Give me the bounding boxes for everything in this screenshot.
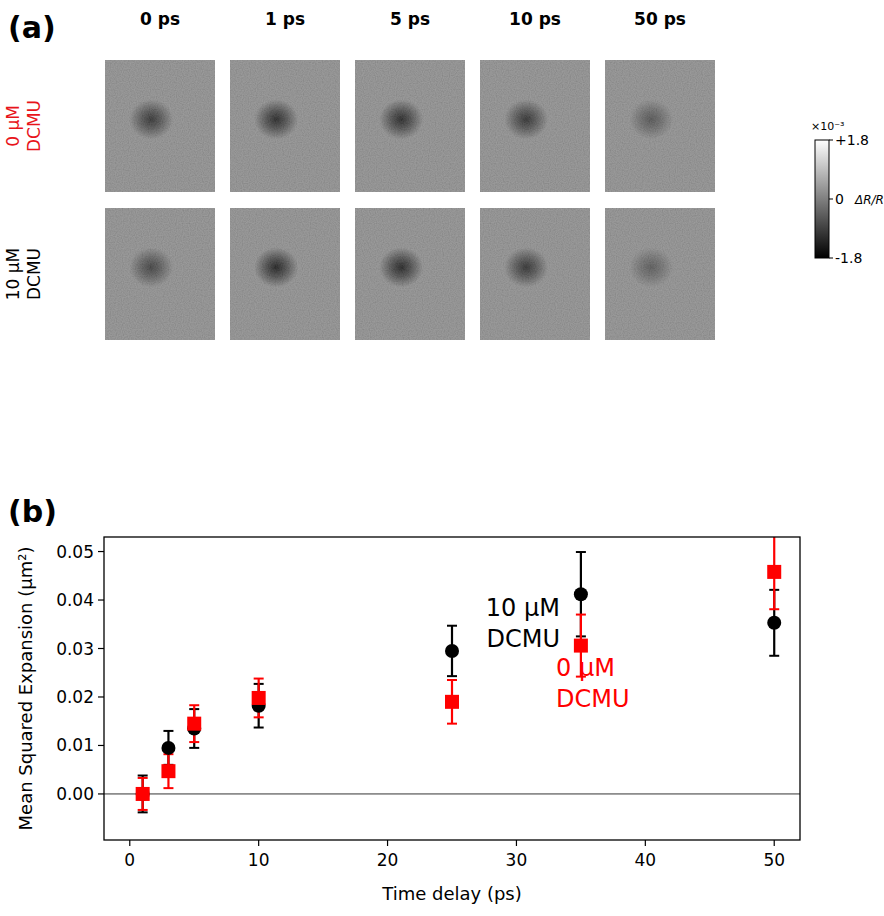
- y-tick: [98, 648, 104, 649]
- image-background: [480, 60, 590, 192]
- image-background: [605, 208, 715, 340]
- x-tick: [258, 840, 259, 846]
- y-tick: [98, 793, 104, 794]
- image-noise: [230, 60, 340, 192]
- colorbar-tick: [829, 199, 833, 200]
- image-noise: [355, 208, 465, 340]
- image-noise: [480, 60, 590, 192]
- y-tick-label: 0.00: [56, 784, 94, 804]
- point: [767, 616, 781, 630]
- image-background: [105, 60, 215, 192]
- point: [767, 565, 781, 579]
- x-tick-label: 40: [635, 850, 657, 870]
- image-noise: [105, 60, 215, 192]
- x-tick: [774, 840, 775, 846]
- x-tick-label: 10: [248, 850, 270, 870]
- series-label: 10 μMDCMU: [486, 594, 560, 653]
- x-tick: [645, 840, 646, 846]
- point: [445, 695, 459, 709]
- colorbar-tick-label: -1.8: [835, 250, 862, 266]
- row-label: 10 μMDCMU: [3, 248, 44, 301]
- y-tick-label: 0.01: [56, 735, 94, 755]
- point: [574, 639, 588, 653]
- y-axis-title: Mean Squared Expansion (μm²): [15, 547, 36, 831]
- x-tick-label: 0: [124, 850, 135, 870]
- image-background: [480, 208, 590, 340]
- image-background: [605, 60, 715, 192]
- colorbar-label: ΔR/R: [854, 193, 884, 207]
- point: [136, 787, 150, 801]
- x-axis-title: Time delay (ps): [381, 883, 522, 904]
- y-tick-label: 0.04: [56, 590, 94, 610]
- colorbar-tick-label: 0: [835, 191, 844, 207]
- figure: (a)0 ps1 ps5 ps10 ps50 ps0 μMDCMU10 μMDC…: [0, 0, 884, 916]
- series-label: 0 μMDCMU: [556, 654, 630, 713]
- colorbar-tick-label: +1.8: [835, 132, 869, 148]
- panel-a: (a) 0 ps 1 ps 5 ps 10 ps 50 ps 0 μMDCMU 10 μMDC…: [3, 9, 884, 340]
- y-tick-label: 0.02: [56, 687, 94, 707]
- zero-line: [104, 793, 800, 794]
- x-tick: [129, 840, 130, 846]
- y-tick: [98, 599, 104, 600]
- point: [161, 741, 175, 755]
- panel-label: (b): [8, 494, 57, 529]
- image-noise: [605, 60, 715, 192]
- panel-b: (b) 0 10 20 30 40 50 0.00 0.01 0.02 0.03 0.04 0.05 Ti…: [8, 494, 800, 904]
- point: [574, 587, 588, 601]
- point: [161, 764, 175, 778]
- x-tick: [387, 840, 388, 846]
- image-background: [355, 60, 465, 192]
- colorbar-tick: [829, 258, 833, 259]
- image-background: [230, 60, 340, 192]
- plot-frame: [104, 537, 800, 840]
- image-background: [105, 208, 215, 340]
- point: [187, 717, 201, 731]
- column-header: 1 ps: [265, 9, 305, 29]
- point: [136, 787, 150, 801]
- image-noise: [605, 208, 715, 340]
- image-background: [230, 208, 340, 340]
- y-tick: [98, 696, 104, 697]
- image-noise: [480, 208, 590, 340]
- point: [252, 691, 266, 705]
- column-header: 10 ps: [509, 9, 561, 29]
- image-noise: [355, 60, 465, 192]
- panel-label: (a): [8, 10, 56, 45]
- y-tick-label: 0.05: [56, 542, 94, 562]
- x-tick: [516, 840, 517, 846]
- y-tick: [98, 745, 104, 746]
- point: [445, 644, 459, 658]
- x-tick-label: 50: [763, 850, 785, 870]
- image-noise: [105, 208, 215, 340]
- y-tick-label: 0.03: [56, 639, 94, 659]
- column-header: 5 ps: [390, 9, 430, 29]
- column-header: 50 ps: [634, 9, 686, 29]
- x-tick-label: 30: [506, 850, 528, 870]
- colorbar-tick: [829, 140, 833, 141]
- row-label: 0 μMDCMU: [3, 100, 44, 152]
- image-background: [355, 208, 465, 340]
- x-tick-label: 20: [377, 850, 399, 870]
- plot-marks: [104, 537, 800, 812]
- colorbar: [815, 140, 829, 258]
- column-header: 0 ps: [140, 9, 180, 29]
- image-noise: [230, 208, 340, 340]
- y-tick: [98, 551, 104, 552]
